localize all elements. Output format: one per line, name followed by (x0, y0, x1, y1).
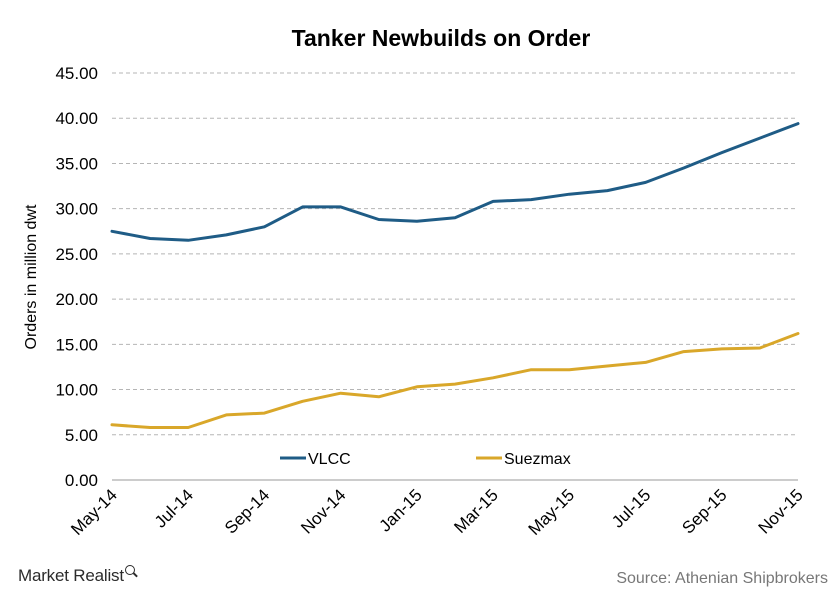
y-tick-label: 35.00 (55, 154, 98, 173)
x-tick-label: Nov-14 (297, 485, 349, 537)
x-axis-ticks: May-14 Jul-14 Sep-14 Nov-14 Jan-15 Mar-15 May-… (67, 485, 807, 539)
y-axis-label: Orders in million dwt (23, 204, 40, 349)
x-tick-label: Jan-15 (376, 485, 426, 535)
y-tick-label: 10.00 (55, 381, 98, 400)
x-tick-label: Nov-15 (755, 485, 807, 537)
y-axis-ticks: 0.00 5.00 10.00 15.00 20.00 25.00 30.00 35.00 40… (55, 64, 98, 490)
series-lines (110, 122, 800, 429)
y-tick-label: 45.00 (55, 64, 98, 83)
legend-label-suezmax: Suezmax (504, 451, 571, 468)
legend: VLCC Suezmax (280, 451, 571, 468)
y-tick-label: 5.00 (65, 426, 98, 445)
brand-name: Market Realist (18, 566, 124, 585)
series-line-suezmax (110, 332, 800, 429)
magnifier-icon (124, 565, 135, 575)
gridlines (112, 72, 798, 481)
x-tick-label: May-15 (525, 485, 579, 539)
brand-logo: Market Realist (18, 565, 135, 586)
source-note: Source: Athenian Shipbrokers (616, 570, 828, 587)
y-tick-label: 25.00 (55, 245, 98, 264)
series-line-vlcc (110, 122, 800, 242)
x-tick-label: Mar-15 (450, 485, 502, 537)
y-tick-label: 15.00 (55, 335, 98, 354)
x-tick-label: Jul-15 (608, 485, 654, 531)
y-tick-label: 40.00 (55, 109, 98, 128)
chart-title: Tanker Newbuilds on Order (292, 25, 591, 51)
y-tick-label: 20.00 (55, 290, 98, 309)
x-tick-label: Sep-14 (221, 485, 273, 537)
x-tick-label: Jul-14 (151, 485, 197, 531)
x-tick-label: Sep-15 (678, 485, 730, 537)
y-tick-label: 30.00 (55, 200, 98, 219)
x-tick-label: May-14 (67, 485, 121, 539)
y-tick-label: 0.00 (65, 471, 98, 490)
legend-label-vlcc: VLCC (308, 451, 351, 468)
